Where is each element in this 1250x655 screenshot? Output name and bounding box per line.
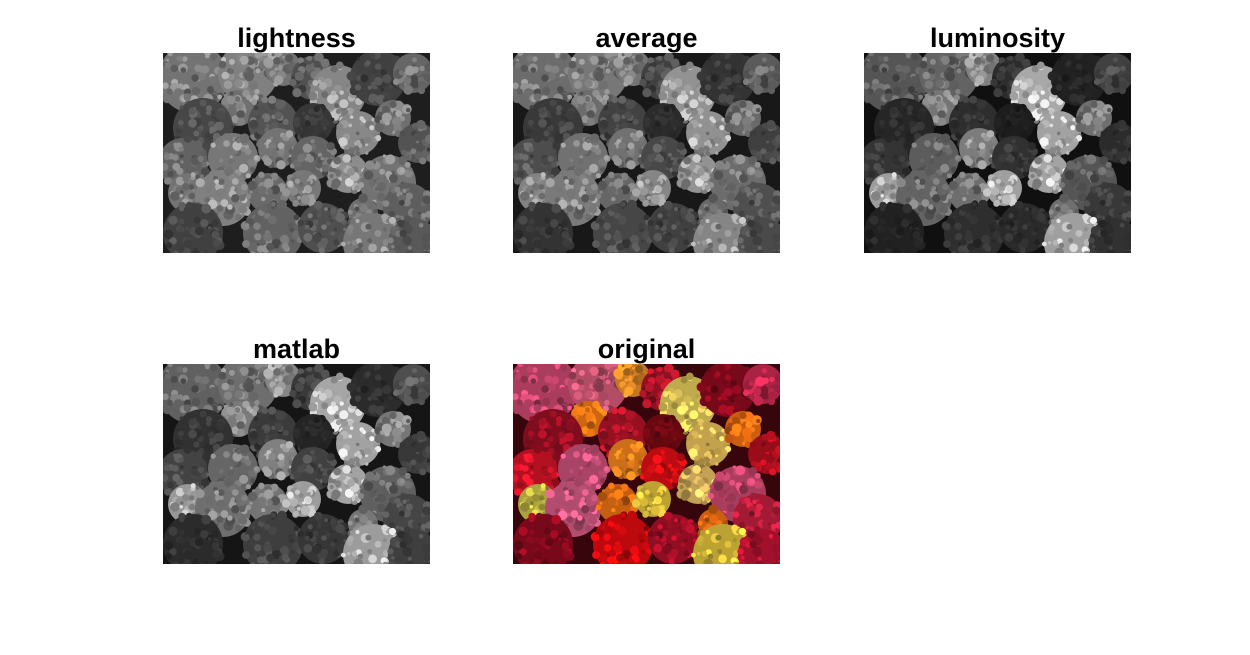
panel-luminosity: luminosity [864,22,1131,253]
image-luminosity-grayscale [864,53,1131,253]
panel-title-original: original [597,334,696,364]
image-matlab-grayscale [163,364,430,564]
panel-title-lightness: lightness [237,23,356,53]
image-lightness-grayscale [163,53,430,253]
panel-title-luminosity: luminosity [929,23,1065,53]
panel-original: original [513,333,780,564]
image-original-color [513,364,780,564]
panel-lightness: lightness [163,22,430,253]
panel-matlab: matlab [163,333,430,564]
panel-title-average: average [595,23,698,53]
panel-average: average [513,22,780,253]
image-average-grayscale [513,53,780,253]
panel-title-matlab: matlab [252,334,341,364]
